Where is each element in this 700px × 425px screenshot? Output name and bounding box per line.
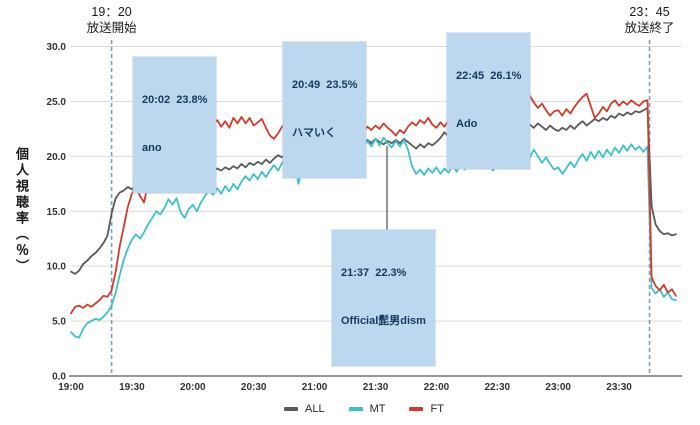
legend-label-all: ALL (305, 403, 325, 415)
svg-text:15.0: 15.0 (47, 207, 67, 218)
callout-ado: 22:45 26.1% Ado (447, 33, 531, 169)
svg-text:23:00: 23:00 (545, 382, 571, 393)
svg-text:20.0: 20.0 (47, 152, 67, 163)
svg-text:25.0: 25.0 (47, 97, 67, 108)
svg-text:20:00: 20:00 (180, 382, 206, 393)
svg-text:30.0: 30.0 (47, 42, 67, 53)
svg-text:22:30: 22:30 (485, 382, 511, 393)
callout-official-hige-dandism: 21:37 22.3% Official髭男dism (332, 230, 435, 366)
svg-text:20:30: 20:30 (241, 382, 267, 393)
callout-artist: ano (142, 141, 162, 154)
svg-text:0.0: 0.0 (52, 372, 66, 383)
callout-time-value: 22:45 26.1% (456, 69, 522, 82)
svg-text:5.0: 5.0 (52, 317, 66, 328)
callout-artist: Ado (456, 117, 478, 130)
legend-swatch-mt (348, 407, 363, 411)
legend-swatch-all (284, 407, 299, 411)
legend-item-mt: MT (348, 403, 386, 415)
legend-label-mt: MT (369, 403, 386, 415)
callout-ano: 20:02 23.8% ano (133, 57, 217, 193)
legend-swatch-ft (409, 407, 424, 411)
svg-text:21:00: 21:00 (302, 382, 328, 393)
event-time: 23：45 (629, 5, 670, 19)
callout-time-value: 20:02 23.8% (142, 93, 208, 106)
event-text: 放送開始 (86, 21, 137, 36)
callout-hamaiku: 20:49 23.5% ハマいく (283, 42, 367, 178)
legend-item-ft: FT (409, 403, 444, 415)
callout-time-value: 21:37 22.3% (341, 266, 407, 279)
event-label-broadcast-start: 19：20 放送開始 (87, 4, 137, 37)
callout-time-value: 20:49 23.5% (292, 78, 358, 91)
svg-text:19:30: 19:30 (119, 382, 145, 393)
legend-item-all: ALL (284, 403, 325, 415)
svg-text:21:30: 21:30 (363, 382, 389, 393)
y-axis-title: 個人視聴率（％） (14, 147, 29, 275)
event-text: 放送終了 (624, 21, 675, 36)
legend: ALL MT FT (284, 403, 444, 415)
event-label-broadcast-end: 23：45 放送終了 (625, 4, 675, 37)
svg-text:10.0: 10.0 (47, 262, 67, 273)
svg-text:19:00: 19:00 (58, 382, 84, 393)
svg-text:23:30: 23:30 (606, 382, 632, 393)
callout-artist: Official髭男dism (341, 314, 426, 327)
callout-artist: ハマいく (292, 126, 336, 139)
legend-label-ft: FT (430, 403, 444, 415)
svg-text:22:00: 22:00 (424, 382, 450, 393)
event-time: 19：20 (91, 5, 132, 19)
